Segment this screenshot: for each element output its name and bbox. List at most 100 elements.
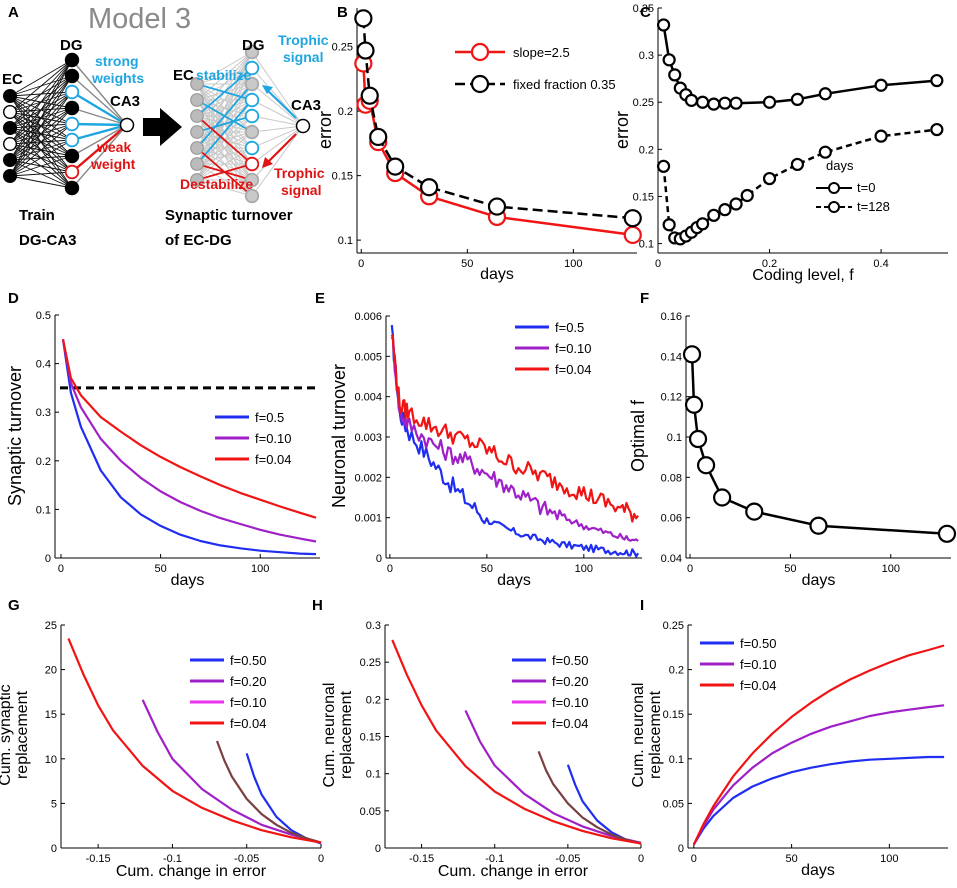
y-tick-label: 0.1 xyxy=(667,432,682,444)
panel-letter-i: I xyxy=(640,597,644,614)
data-point xyxy=(809,516,828,535)
y-axis-label-line2: replacement xyxy=(647,690,664,779)
data-point xyxy=(762,171,777,186)
data-point xyxy=(662,53,676,67)
series-line-t-0 xyxy=(662,24,937,106)
y-axis-label-line1: Cum. neuronal xyxy=(321,683,338,788)
x-tick-label: 0 xyxy=(58,563,64,575)
data-point xyxy=(718,203,732,217)
data-point xyxy=(718,96,732,110)
dg-ca3-connection xyxy=(251,83,304,127)
y-axis-label: Synaptic turnover xyxy=(5,366,25,506)
dg-node xyxy=(244,156,260,172)
legend-marker xyxy=(470,74,490,94)
dg-ca3-connection xyxy=(71,122,128,127)
series-line-f-0-50 xyxy=(692,755,945,845)
ec-dg-connection xyxy=(196,51,253,149)
y-axis-label: error xyxy=(315,111,335,149)
trophic-label-bottom-1: Trophic xyxy=(274,165,325,181)
y-tick-label: 10 xyxy=(45,754,57,766)
x-tick-label: -0.1 xyxy=(163,853,182,865)
y-tick-label: 0.3 xyxy=(639,50,654,62)
dg-node xyxy=(244,124,260,140)
legend-title: days xyxy=(826,158,854,173)
x-tick-label: 100 xyxy=(251,563,269,575)
dg-node xyxy=(64,148,80,164)
dg-label-left: DG xyxy=(60,37,83,54)
trophic-label-top-1: Trophic xyxy=(278,32,329,48)
data-point xyxy=(668,68,682,82)
x-axis-label: days xyxy=(802,572,836,589)
destabilized-connection xyxy=(196,147,253,197)
y-tick-label: 0.006 xyxy=(354,311,382,323)
legend-label: t=128 xyxy=(857,199,890,214)
series-line-f-0-20 xyxy=(464,710,642,844)
x-tick-label: 0.2 xyxy=(762,258,777,270)
stable-connection xyxy=(196,99,253,165)
ec-node xyxy=(2,152,18,167)
data-point xyxy=(420,178,439,197)
ec-dg-connection xyxy=(9,59,73,145)
dg-ca3-connection xyxy=(251,125,304,149)
y-tick-label: 0.15 xyxy=(663,709,684,721)
ec-node xyxy=(190,77,204,91)
panel-letter-a: A xyxy=(8,4,19,21)
diagram-title: Model 3 xyxy=(88,3,191,35)
data-point xyxy=(707,208,721,222)
y-tick-label: 0.15 xyxy=(332,171,353,183)
data-point xyxy=(874,78,888,92)
series-line-optimal-f xyxy=(690,354,948,536)
x-tick-label: 0 xyxy=(691,853,697,865)
data-point xyxy=(707,97,721,111)
series-line-f-0-10 xyxy=(390,335,639,542)
ec-label-right: EC xyxy=(173,67,194,84)
data-point xyxy=(937,524,957,543)
legend-label: f=0.50 xyxy=(230,653,267,668)
ec-label-left: EC xyxy=(2,71,23,88)
legend-label: f=0.10 xyxy=(552,695,589,710)
dg-node xyxy=(64,68,80,84)
legend-marker xyxy=(828,182,840,194)
x-tick-label: 100 xyxy=(575,563,593,575)
x-axis-label: Cum. change in error xyxy=(438,863,589,880)
ec-dg-connection xyxy=(9,107,73,177)
y-tick-label: 0.05 xyxy=(663,798,684,810)
weak-weight-label-1: weak xyxy=(96,139,131,155)
legend-label: f=0.50 xyxy=(740,636,777,651)
x-tick-label: 0 xyxy=(387,563,393,575)
x-axis-label: days xyxy=(801,862,835,879)
y-tick-label: 0.35 xyxy=(633,3,654,15)
chart-c: 0 0.2 0.4 0.1 0.15 0.2 0.25 0.3 0.35 Coding level… xyxy=(612,3,948,284)
dg-node xyxy=(244,172,260,188)
y-tick-label: 0.3 xyxy=(366,620,381,632)
dg-ca3-connection xyxy=(71,124,128,157)
ca3-node xyxy=(119,117,135,133)
destabilize-label: Destabilize xyxy=(180,176,253,192)
legend-label: f=0.10 xyxy=(740,657,777,672)
network-right xyxy=(190,44,311,204)
dg-ca3-connection xyxy=(71,107,128,126)
y-axis-label-line2: replacement xyxy=(338,690,355,779)
dg-ca3-connection xyxy=(251,99,304,127)
series-line-f-0-5 xyxy=(390,324,640,558)
ec-node xyxy=(2,88,18,103)
ec-node xyxy=(2,104,18,119)
y-tick-label: 20 xyxy=(45,665,57,677)
stable-connection xyxy=(196,67,253,117)
data-point xyxy=(713,488,732,507)
y-tick-label: 0.004 xyxy=(354,392,382,404)
y-tick-label: 0.1 xyxy=(639,239,654,251)
weak-weight-label-2: weight xyxy=(90,156,136,172)
legend-label: slope=2.5 xyxy=(513,45,570,60)
data-point xyxy=(356,41,375,60)
caption-of-ec-dg: of EC-DG xyxy=(165,232,232,249)
panel-letter-b: B xyxy=(337,4,348,21)
trophic-arrow-red xyxy=(265,133,297,165)
legend-label: fixed fraction 0.35 xyxy=(513,77,616,92)
ec-dg-connection xyxy=(9,59,73,161)
dg-node xyxy=(244,44,260,60)
data-point xyxy=(682,345,702,364)
panel-letters: A B C D E F G H I xyxy=(8,4,651,614)
arrow-icon xyxy=(143,108,182,146)
